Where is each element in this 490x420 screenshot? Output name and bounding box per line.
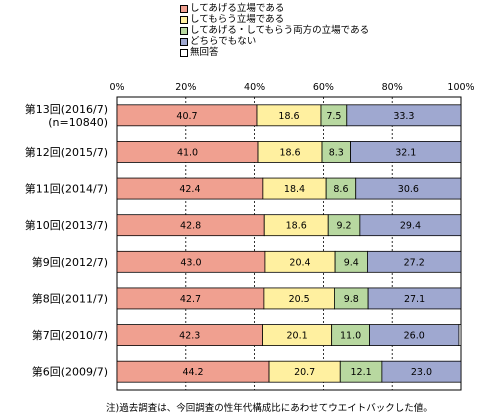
data-label: 18.6: [286, 221, 307, 232]
data-label: 42.8: [180, 221, 201, 232]
legend-item: 無回答: [180, 47, 369, 58]
bar-segment: [355, 177, 462, 200]
data-label: 29.4: [400, 221, 421, 232]
data-label: 41.0: [177, 147, 198, 158]
footnote: 注)過去調査は、今回調査の性年代構成比にあわせてウエイトバックした値。: [106, 403, 433, 414]
category-labels: 第13回(2016/7)(n=10840) 第12回(2015/7) 第11回(20…: [25, 102, 108, 379]
legend: してあげる立場である してもらう立場である してあげる・してもらう両方の立場であるど…: [180, 3, 369, 58]
data-label: 18.6: [278, 111, 299, 122]
legend-label: してあげる立場である: [190, 3, 285, 14]
data-label: 30.6: [398, 184, 419, 195]
data-label: 42.4: [179, 184, 200, 195]
bar-segment: [381, 360, 462, 383]
bar-segment: [458, 324, 462, 346]
data-label: 20.1: [287, 331, 308, 342]
data-label: 12.1: [350, 367, 371, 378]
data-label: 44.2: [182, 367, 203, 378]
data-label: 40.7: [176, 111, 197, 122]
category-label: 第9回(2012/7): [32, 255, 108, 269]
x-tick-label: 80%: [382, 82, 403, 93]
legend-swatch: [180, 15, 188, 24]
data-label: 42.7: [180, 294, 201, 305]
legend-swatch: [180, 4, 188, 13]
bar-segment: [359, 214, 462, 237]
category-label: 第6回(2009/7): [32, 365, 108, 379]
data-label: 9.8: [344, 294, 359, 305]
data-label: 26.0: [404, 331, 425, 342]
plot-border: [116, 96, 462, 391]
bar-segment: [367, 287, 462, 310]
legend-swatch: [180, 37, 188, 46]
legend-label: どちらでもない: [190, 36, 257, 47]
x-tick-label: 20%: [175, 82, 196, 93]
data-label: 42.3: [179, 331, 200, 342]
category-label: 第8回(2011/7): [32, 291, 108, 305]
bar-segment: [350, 141, 462, 163]
category-label: 第10回(2013/7): [25, 218, 108, 232]
gridlines: [116, 96, 462, 391]
legend-swatch: [180, 26, 188, 35]
bars: 40.7 18.6 7.5 33.3 41.0 18.6 8.3 32.1 42.4 18.4 8.…: [116, 104, 462, 383]
data-label: 18.6: [279, 147, 300, 158]
legend-swatch: [180, 48, 188, 57]
legend-item: してあげる立場である: [180, 3, 369, 14]
data-label: 27.2: [404, 257, 425, 268]
data-label: 27.1: [404, 294, 425, 305]
bar-segment: [367, 250, 462, 273]
x-tick-label: 100%: [447, 82, 474, 93]
legend-item: してもらう立場である: [180, 14, 369, 25]
data-label: 7.5: [326, 111, 341, 122]
legend-label: してもらう立場である: [190, 14, 285, 25]
category-label: 第13回(2016/7): [25, 102, 108, 116]
data-label: 32.1: [395, 147, 416, 158]
data-label: 11.0: [340, 331, 361, 342]
x-axis-ticks: 0% 20% 40% 60% 80% 100%: [109, 82, 474, 93]
x-tick-label: 40%: [244, 82, 265, 93]
x-tick-label: 60%: [313, 82, 334, 93]
bar-segment: [346, 104, 462, 127]
x-tick-label: 0%: [109, 82, 124, 93]
legend-item: してあげる・してもらう両方の立場である: [180, 25, 369, 36]
data-label: 23.0: [411, 367, 432, 378]
legend-item: どちらでもない: [180, 36, 369, 47]
data-label: 20.5: [289, 294, 310, 305]
data-label: 20.4: [289, 257, 310, 268]
category-label: 第7回(2010/7): [32, 328, 108, 342]
legend-label: 無回答: [190, 47, 219, 58]
data-label: 9.2: [336, 221, 351, 232]
data-label: 20.7: [294, 367, 315, 378]
data-label: 8.6: [333, 184, 348, 195]
data-label: 8.3: [329, 147, 344, 158]
category-label: 第11回(2014/7): [25, 182, 108, 196]
category-label: (n=10840): [48, 116, 108, 129]
data-label: 43.0: [180, 257, 201, 268]
data-label: 18.4: [284, 184, 305, 195]
data-label: 9.4: [344, 257, 359, 268]
legend-label: してあげる・してもらう両方の立場である: [190, 25, 370, 36]
category-label: 第12回(2015/7): [25, 145, 108, 159]
data-label: 33.3: [393, 111, 414, 122]
